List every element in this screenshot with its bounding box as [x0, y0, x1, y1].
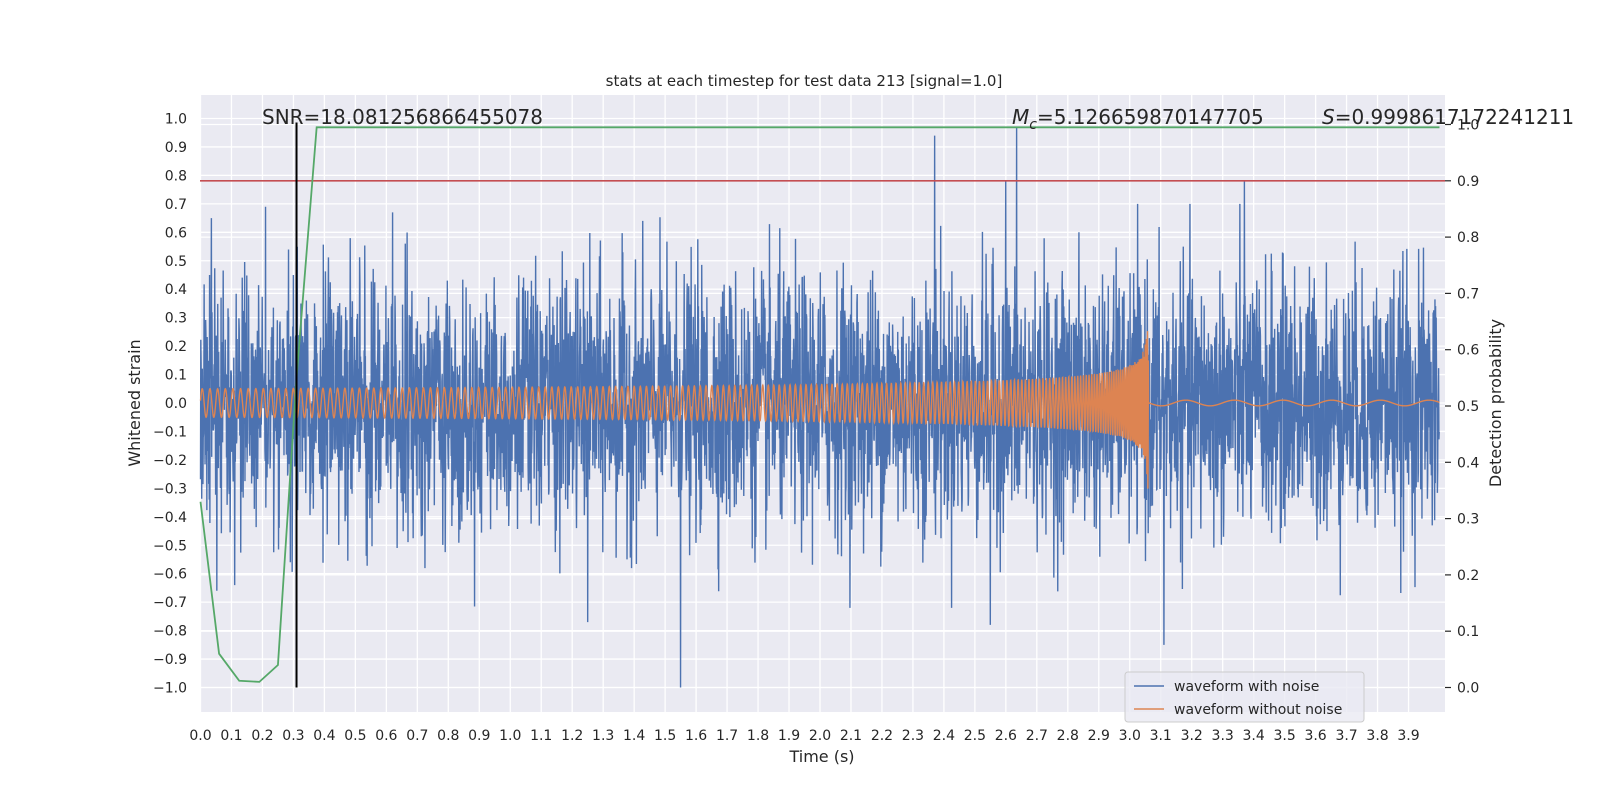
y-tick-label: 0.7 — [165, 197, 187, 213]
y-tick-label: 0.6 — [165, 225, 187, 241]
x-tick-label: 3.0 — [1119, 728, 1141, 744]
snr-annotation: SNR=18.081256866455078 — [262, 105, 543, 129]
x-tick-label: 3.3 — [1212, 728, 1234, 744]
y-tick-label: −0.2 — [153, 453, 187, 469]
legend-label-waveform-with-noise: waveform with noise — [1174, 679, 1319, 695]
x-tick-label: 0.3 — [282, 728, 304, 744]
legend-box — [1124, 671, 1365, 723]
x-tick-label: 2.5 — [964, 728, 986, 744]
y2-tick-label: 0.9 — [1457, 174, 1479, 190]
y-axis-label: Whitened strain — [125, 339, 144, 466]
y-tick-label: −0.9 — [153, 652, 187, 668]
y-tick-label: −0.3 — [153, 481, 187, 497]
y2-axis-label: Detection probability — [1486, 319, 1505, 487]
y-tick-label: −0.1 — [153, 424, 187, 440]
y-tick-label: 0.9 — [165, 140, 187, 156]
x-tick-label: 3.7 — [1335, 728, 1357, 744]
x-tick-label: 2.8 — [1057, 728, 1079, 744]
x-tick-label: 0.0 — [189, 728, 211, 744]
chart-title: stats at each timestep for test data 213… — [606, 72, 1003, 90]
y-tick-label: −1.0 — [153, 681, 187, 697]
x-tick-label: 0.1 — [220, 728, 242, 744]
y2-tick-label: 0.3 — [1457, 512, 1479, 528]
x-tick-label: 1.7 — [716, 728, 738, 744]
x-tick-label: 2.3 — [902, 728, 924, 744]
x-tick-label: 3.4 — [1243, 728, 1265, 744]
y-tick-label: −0.7 — [153, 595, 187, 611]
y-tick-label: 0.4 — [165, 282, 187, 298]
y2-tick-label: 1.0 — [1457, 118, 1479, 134]
y-tick-label: 0.1 — [165, 368, 187, 384]
score-value: =0.9998617172241211 — [1335, 105, 1574, 129]
y-tick-label: −0.8 — [153, 624, 187, 640]
x-tick-label: 1.8 — [747, 728, 769, 744]
x-tick-label: 3.8 — [1366, 728, 1388, 744]
y-tick-label: 0.2 — [165, 339, 187, 355]
x-tick-label: 0.2 — [251, 728, 273, 744]
x-tick-label: 2.4 — [933, 728, 955, 744]
x-axis-label: Time (s) — [788, 747, 854, 766]
series-line-waveform-without-noise — [199, 331, 1440, 489]
x-tick-label: 0.5 — [344, 728, 366, 744]
y-tick-label: 1.0 — [165, 112, 187, 128]
y-tick-label: 0.0 — [165, 396, 187, 412]
score-symbol: S — [1322, 105, 1335, 129]
x-tick-label: 1.4 — [623, 728, 645, 744]
score-annotation: S=0.9998617172241211 — [1322, 105, 1574, 129]
series-line-detection-probability — [199, 126, 1440, 683]
x-tick-label: 0.7 — [406, 728, 428, 744]
x-tick-label: 2.0 — [809, 728, 831, 744]
y2-tick-label: 0.7 — [1457, 286, 1479, 302]
legend: waveform with noise waveform without noi… — [1124, 671, 1365, 723]
chirp-mass-value: =5.126659870147705 — [1037, 105, 1264, 129]
x-tick-label: 0.9 — [468, 728, 490, 744]
y-tick-label: −0.5 — [153, 538, 187, 554]
x-tick-label: 3.6 — [1304, 728, 1326, 744]
y2-tick-label: 0.2 — [1457, 568, 1479, 584]
y2-tick-label: 0.1 — [1457, 624, 1479, 640]
x-tick-label: 0.8 — [437, 728, 459, 744]
x-tick-label: 2.9 — [1088, 728, 1110, 744]
legend-label-waveform-without-noise: waveform without noise — [1174, 702, 1342, 718]
y2-tick-label: 0.4 — [1457, 455, 1479, 471]
x-axis-ticks: 0.0 0.1 0.2 0.3 0.4 0.5 0.6 0.7 0.8 0.9 1.0 1.1 1.2 1… — [189, 728, 1419, 744]
chirp-mass-symbol: M — [1012, 105, 1029, 129]
x-tick-label: 1.0 — [499, 728, 521, 744]
x-tick-label: 2.2 — [871, 728, 893, 744]
x-tick-label: 1.2 — [561, 728, 583, 744]
x-tick-label: 2.6 — [995, 728, 1017, 744]
y-axis-ticks: 1.0 0.9 0.8 0.7 0.6 0.5 0.4 0.3 0.2 0.1 0.0 −0.1 −0.… — [153, 112, 187, 697]
x-tick-label: 3.5 — [1273, 728, 1295, 744]
y-tick-label: 0.3 — [165, 311, 187, 327]
y2-axis-ticks: 1.0 0.9 0.8 0.7 0.6 0.5 0.4 0.3 0.2 0.1 0.0 — [1445, 118, 1479, 697]
y2-tick-label: 0.5 — [1457, 399, 1479, 415]
y2-tick-label: 0.6 — [1457, 343, 1479, 359]
series-line-waveform-with-noise — [199, 127, 1440, 688]
y-tick-label: 0.8 — [165, 168, 187, 184]
x-tick-label: 1.3 — [592, 728, 614, 744]
chirp-mass-subscript: c — [1029, 117, 1037, 133]
x-tick-label: 0.6 — [375, 728, 397, 744]
x-tick-label: 3.9 — [1397, 728, 1419, 744]
chirp-mass-annotation: Mc=5.126659870147705 — [1012, 105, 1264, 133]
x-tick-label: 3.2 — [1181, 728, 1203, 744]
y-tick-label: 0.5 — [165, 254, 187, 270]
y2-tick-label: 0.8 — [1457, 230, 1479, 246]
x-tick-label: 1.1 — [530, 728, 552, 744]
x-tick-label: 0.4 — [313, 728, 335, 744]
y-tick-label: −0.6 — [153, 567, 187, 583]
x-tick-label: 1.5 — [654, 728, 676, 744]
x-tick-label: 2.7 — [1026, 728, 1048, 744]
y2-tick-label: 0.0 — [1457, 681, 1479, 697]
x-tick-label: 1.6 — [685, 728, 707, 744]
x-tick-label: 1.9 — [778, 728, 800, 744]
y-tick-label: −0.4 — [153, 510, 187, 526]
x-tick-label: 2.1 — [840, 728, 862, 744]
x-tick-label: 3.1 — [1150, 728, 1172, 744]
